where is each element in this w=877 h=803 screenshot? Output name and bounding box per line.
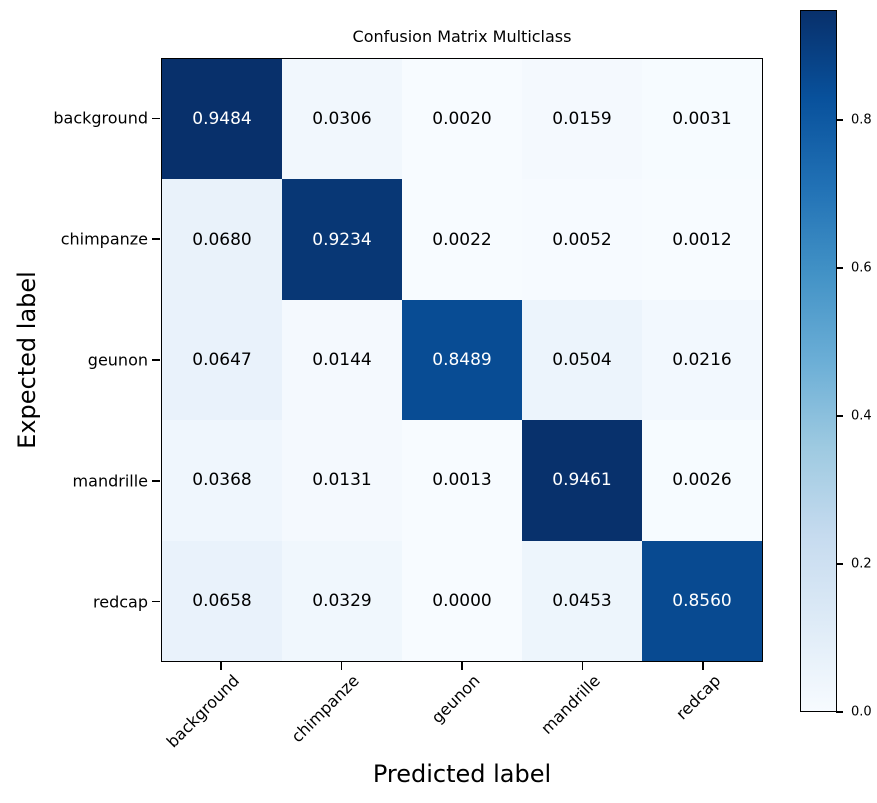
- colorbar-tick-label: 0.6: [851, 260, 872, 276]
- colorbar-tick-label: 0.4: [851, 408, 872, 424]
- heatmap-cell: 0.0159: [522, 59, 642, 180]
- chart-title: Confusion Matrix Multiclass: [352, 27, 572, 46]
- colorbar-tick-mark: [836, 267, 843, 269]
- heatmap-cell: 0.0131: [282, 420, 402, 541]
- colorbar-tick-label: 0.0: [851, 704, 872, 720]
- x-tick-label: chimpanze: [287, 671, 364, 747]
- heatmap-cell: 0.0453: [522, 540, 642, 661]
- y-tick-mark: [152, 117, 160, 120]
- y-tick-label: geunon: [87, 350, 148, 370]
- heatmap-cell: 0.9484: [162, 59, 282, 180]
- heatmap-cell: 0.0026: [642, 420, 762, 541]
- heatmap-cell: 0.0022: [402, 179, 522, 300]
- y-tick-label: chimpanze: [60, 229, 148, 249]
- y-tick-mark: [152, 359, 160, 361]
- heatmap-cell: 0.0052: [522, 179, 642, 300]
- heatmap-cell: 0.0013: [402, 420, 522, 541]
- y-tick-label: mandrille: [72, 471, 148, 491]
- colorbar-tick-label: 0.8: [851, 112, 872, 128]
- heatmap-cell: 0.0368: [162, 420, 282, 541]
- colorbar-tick-mark: [836, 415, 843, 417]
- heatmap-cell: 0.0144: [282, 299, 402, 421]
- heatmap-cell: 0.8489: [402, 299, 522, 421]
- colorbar-tick-label: 0.2: [851, 556, 872, 572]
- x-tick-mark: [340, 662, 343, 670]
- heatmap-cell: 0.0329: [282, 540, 402, 661]
- heatmap-cell: 0.0504: [522, 299, 642, 421]
- heatmap-cell: 0.0216: [642, 299, 762, 421]
- heatmap-cell: 0.8560: [642, 540, 762, 661]
- colorbar-tick-mark: [836, 711, 843, 713]
- colorbar: [800, 10, 837, 712]
- y-tick-mark: [152, 480, 160, 482]
- heatmap-cell: 0.0658: [162, 540, 282, 661]
- y-tick-label: background: [53, 108, 148, 128]
- heatmap-cell: 0.0647: [162, 299, 282, 421]
- y-tick-mark: [152, 238, 160, 240]
- x-tick-mark: [220, 662, 222, 670]
- heatmap-cell: 0.9234: [282, 179, 402, 300]
- x-tick-mark: [702, 662, 704, 670]
- heatmap-cell: 0.0031: [642, 59, 762, 180]
- x-tick-label: geunon: [427, 671, 484, 728]
- colorbar-tick-mark: [836, 563, 843, 565]
- x-axis-label: Predicted label: [372, 760, 552, 788]
- colorbar-tick-mark: [836, 119, 843, 121]
- x-tick-label: redcap: [671, 671, 725, 724]
- heatmap-cell: 0.0680: [162, 179, 282, 300]
- x-tick-mark: [581, 662, 584, 670]
- heatmap-grid: 0.9484 0.0306 0.0020 0.0159 0.0031 0.0680 0.92…: [161, 58, 763, 662]
- heatmap-cell: 0.9461: [522, 420, 642, 541]
- heatmap-cell: 0.0012: [642, 179, 762, 300]
- heatmap-cell: 0.0020: [402, 59, 522, 180]
- x-tick-label: mandrille: [537, 671, 604, 738]
- heatmap-cell: 0.0000: [402, 540, 522, 661]
- y-tick-label: redcap: [93, 592, 148, 612]
- y-tick-mark: [152, 600, 160, 603]
- x-tick-mark: [461, 662, 463, 670]
- heatmap-cell: 0.0306: [282, 59, 402, 180]
- x-tick-label: background: [162, 671, 243, 752]
